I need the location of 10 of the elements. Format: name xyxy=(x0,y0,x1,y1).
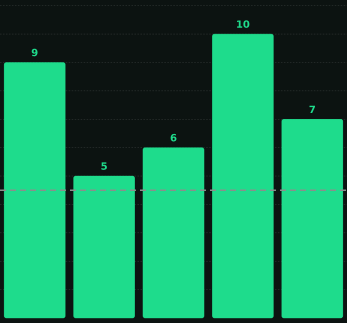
bar xyxy=(282,119,344,318)
data-label: 6 xyxy=(170,134,176,142)
bar xyxy=(4,62,66,318)
bar xyxy=(142,147,204,318)
data-label: 9 xyxy=(32,48,38,56)
bar xyxy=(212,34,274,318)
bar xyxy=(73,176,135,318)
data-label: 10 xyxy=(237,20,250,28)
data-label: 7 xyxy=(310,106,315,114)
data-label: 5 xyxy=(101,162,107,170)
